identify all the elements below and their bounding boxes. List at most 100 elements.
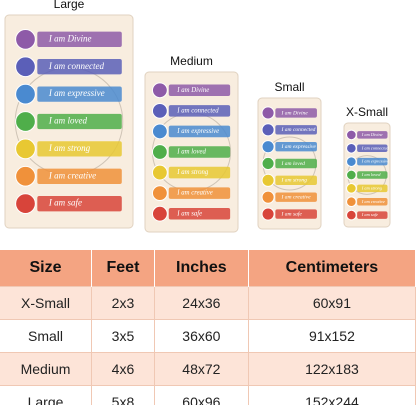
chakra-icon	[261, 190, 275, 204]
table-cell: 48x72	[154, 352, 249, 386]
affirmation-banner	[275, 192, 317, 202]
table-cell: 60x96	[154, 385, 249, 405]
chakra-icon	[15, 56, 36, 78]
affirmation: I am expressive	[48, 88, 105, 98]
affirmation-banner	[275, 125, 317, 135]
affirmation: I am expressive	[281, 144, 317, 150]
affirmation: I am creative	[361, 199, 385, 204]
affirmation-banner	[168, 187, 231, 199]
affirmation: I am creative	[48, 170, 96, 180]
affirmation: I am safe	[48, 198, 82, 208]
affirmation: I am connected	[176, 107, 219, 114]
column-header: Feet	[91, 250, 155, 287]
affirmation: I am loved	[176, 149, 206, 156]
affirmation: I am safe	[176, 210, 202, 217]
affirmation-banner	[37, 86, 122, 102]
chakra-icon	[261, 156, 275, 171]
affirmation-banner	[168, 207, 231, 220]
poster-sizes: Large I am Divine I am connected I am expre…	[4, 0, 391, 233]
affirmation-banner	[168, 84, 231, 97]
chakra-icon	[346, 156, 357, 167]
chakra-icon	[151, 205, 168, 222]
affirmation: I am safe	[281, 210, 303, 217]
table-cell: 4x6	[91, 352, 155, 386]
chakra-icon	[346, 142, 357, 154]
table-row: Medium 4x6 48x72 122x183	[0, 352, 416, 386]
table-cell: Small	[0, 319, 93, 353]
column-header: Centimeters	[248, 250, 416, 287]
table-header: Size Feet Inches Centimeters	[0, 250, 416, 287]
chakra-icon	[346, 183, 357, 194]
table-cell: 152x244	[248, 385, 416, 405]
affirmation: I am strong	[176, 169, 209, 176]
chakra-icon	[151, 102, 168, 119]
chakra-icon	[15, 193, 36, 215]
chakra-icon	[346, 196, 357, 208]
table-cell: 91x152	[248, 319, 416, 353]
chakra-icon	[15, 138, 36, 160]
poster: Medium I am Divine I am connected I am expr…	[144, 54, 239, 233]
chakra-icon	[346, 129, 357, 141]
table-cell: Medium	[0, 352, 93, 386]
affirmation-banner	[357, 157, 388, 166]
affirmation: I am loved	[281, 161, 306, 167]
affirmation: I am safe	[361, 212, 378, 217]
affirmation: I am Divine	[48, 33, 92, 43]
affirmation-banner	[357, 131, 388, 139]
size-label: Large	[54, 0, 85, 11]
affirmation: I am creative	[176, 190, 212, 197]
chakra-icon	[15, 83, 36, 105]
size-label: Small	[274, 80, 304, 94]
affirmation-banner	[37, 141, 122, 157]
affirmation-banner	[357, 144, 388, 153]
affirmation: I am Divine	[176, 87, 209, 94]
affirmation-banner	[168, 146, 231, 158]
affirmation: I am Divine	[281, 110, 309, 116]
chakra-icon	[15, 28, 36, 50]
table-cell: 60x91	[248, 286, 416, 320]
chakra-icon	[151, 123, 168, 140]
chakra-icon	[261, 106, 275, 120]
affirmation-banner	[275, 108, 317, 118]
chakra-icon	[261, 140, 275, 154]
table-body: X-Small 2x3 24x36 60x91 Small 3x5 36x60 91x152 M…	[0, 286, 416, 405]
chakra-icon	[261, 173, 275, 187]
affirmation: I am loved	[361, 172, 381, 177]
size-label: Medium	[170, 54, 213, 68]
affirmation-banner	[37, 31, 122, 48]
chakra-icon	[151, 144, 168, 160]
column-header: Size	[0, 250, 93, 287]
poster: Large I am Divine I am connected I am expre…	[4, 0, 134, 229]
table-row: X-Small 2x3 24x36 60x91	[0, 286, 416, 320]
affirmation: I am strong	[361, 185, 383, 190]
chakra-icon	[261, 123, 275, 137]
table-cell: X-Small	[0, 286, 93, 320]
column-header: Inches	[154, 250, 249, 287]
affirmation: I am connected	[361, 145, 390, 150]
affirmation-banner	[37, 59, 122, 75]
chakra-icon	[151, 185, 168, 202]
affirmation-banner	[357, 184, 388, 193]
affirmation-banner	[275, 175, 317, 186]
affirmation: I am expressive	[361, 159, 389, 164]
table-cell: 2x3	[91, 286, 155, 320]
affirmation-banner	[37, 168, 122, 184]
affirmation-banner	[168, 166, 231, 179]
affirmation-banner	[37, 195, 122, 212]
affirmation: I am loved	[48, 116, 88, 126]
table-cell: 36x60	[154, 319, 249, 353]
chakra-icon	[151, 82, 168, 99]
affirmation-banner	[357, 171, 388, 179]
table-cell: 122x183	[248, 352, 416, 386]
size-table: Size Feet Inches Centimeters X-Small 2x3 24x3…	[0, 250, 416, 405]
affirmation: I am Divine	[361, 132, 383, 137]
affirmation: I am connected	[281, 127, 316, 133]
chakra-icon	[15, 111, 36, 132]
poster: X-Small I am Divine I am connected I am exp…	[343, 105, 391, 228]
affirmation: I am strong	[48, 143, 91, 153]
chakra-icon	[346, 169, 357, 181]
table-row: Small 3x5 36x60 91x152	[0, 319, 416, 353]
affirmation: I am expressive	[176, 128, 219, 135]
affirmation-banner	[168, 105, 231, 117]
